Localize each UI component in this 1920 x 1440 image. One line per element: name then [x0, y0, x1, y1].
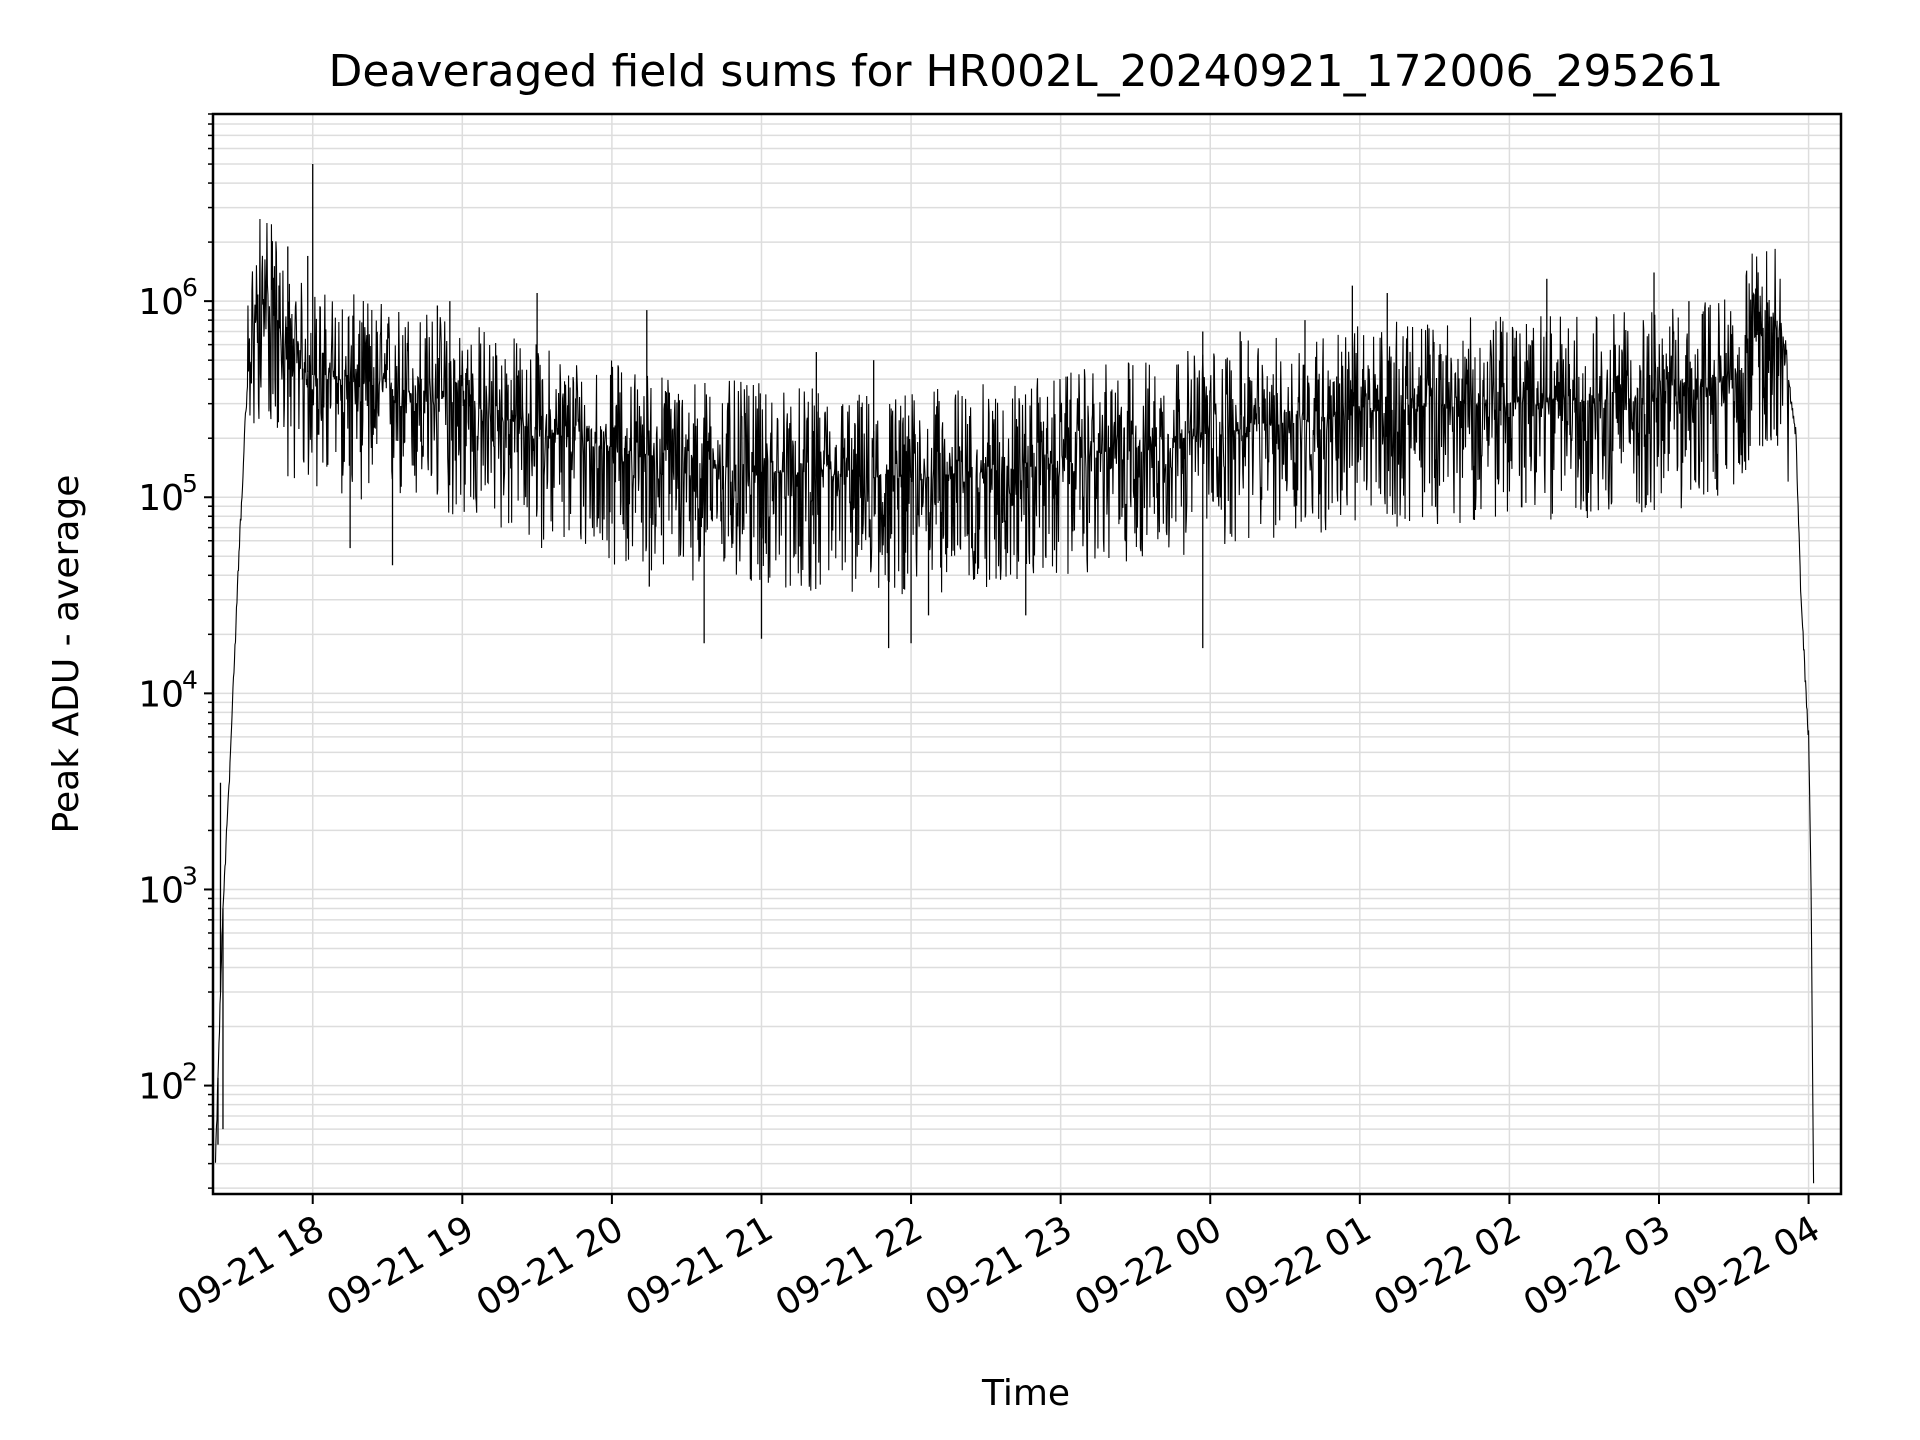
- plot-area: [214, 164, 1815, 1184]
- grid: [213, 113, 1841, 1194]
- y-tick-label: 10: [138, 870, 184, 911]
- y-tick-exponent: 3: [182, 861, 198, 890]
- y-tick-exponent: 6: [182, 273, 198, 302]
- y-tick-base: 10: [138, 478, 184, 519]
- y-tick-base: 10: [138, 674, 184, 715]
- y-tick-label: 10: [138, 282, 184, 323]
- chart-title: Deaveraged field sums for HR002L_2024092…: [328, 46, 1723, 97]
- y-tick-label: 10: [138, 1067, 184, 1108]
- y-tick-base: 10: [138, 1067, 184, 1108]
- plot-frame: [211, 112, 1843, 1196]
- y-tick-label: 10: [138, 674, 184, 715]
- y-tick-exponent: 4: [182, 665, 198, 694]
- y-tick-exponent: 5: [182, 469, 198, 498]
- y-axis-label: Peak ADU - average: [46, 475, 87, 834]
- y-tick-base: 10: [138, 282, 184, 323]
- y-tick-label: 10: [138, 478, 184, 519]
- x-axis-label: Time: [981, 1373, 1070, 1414]
- y-tick-base: 10: [138, 870, 184, 911]
- y-tick-exponent: 2: [182, 1058, 198, 1087]
